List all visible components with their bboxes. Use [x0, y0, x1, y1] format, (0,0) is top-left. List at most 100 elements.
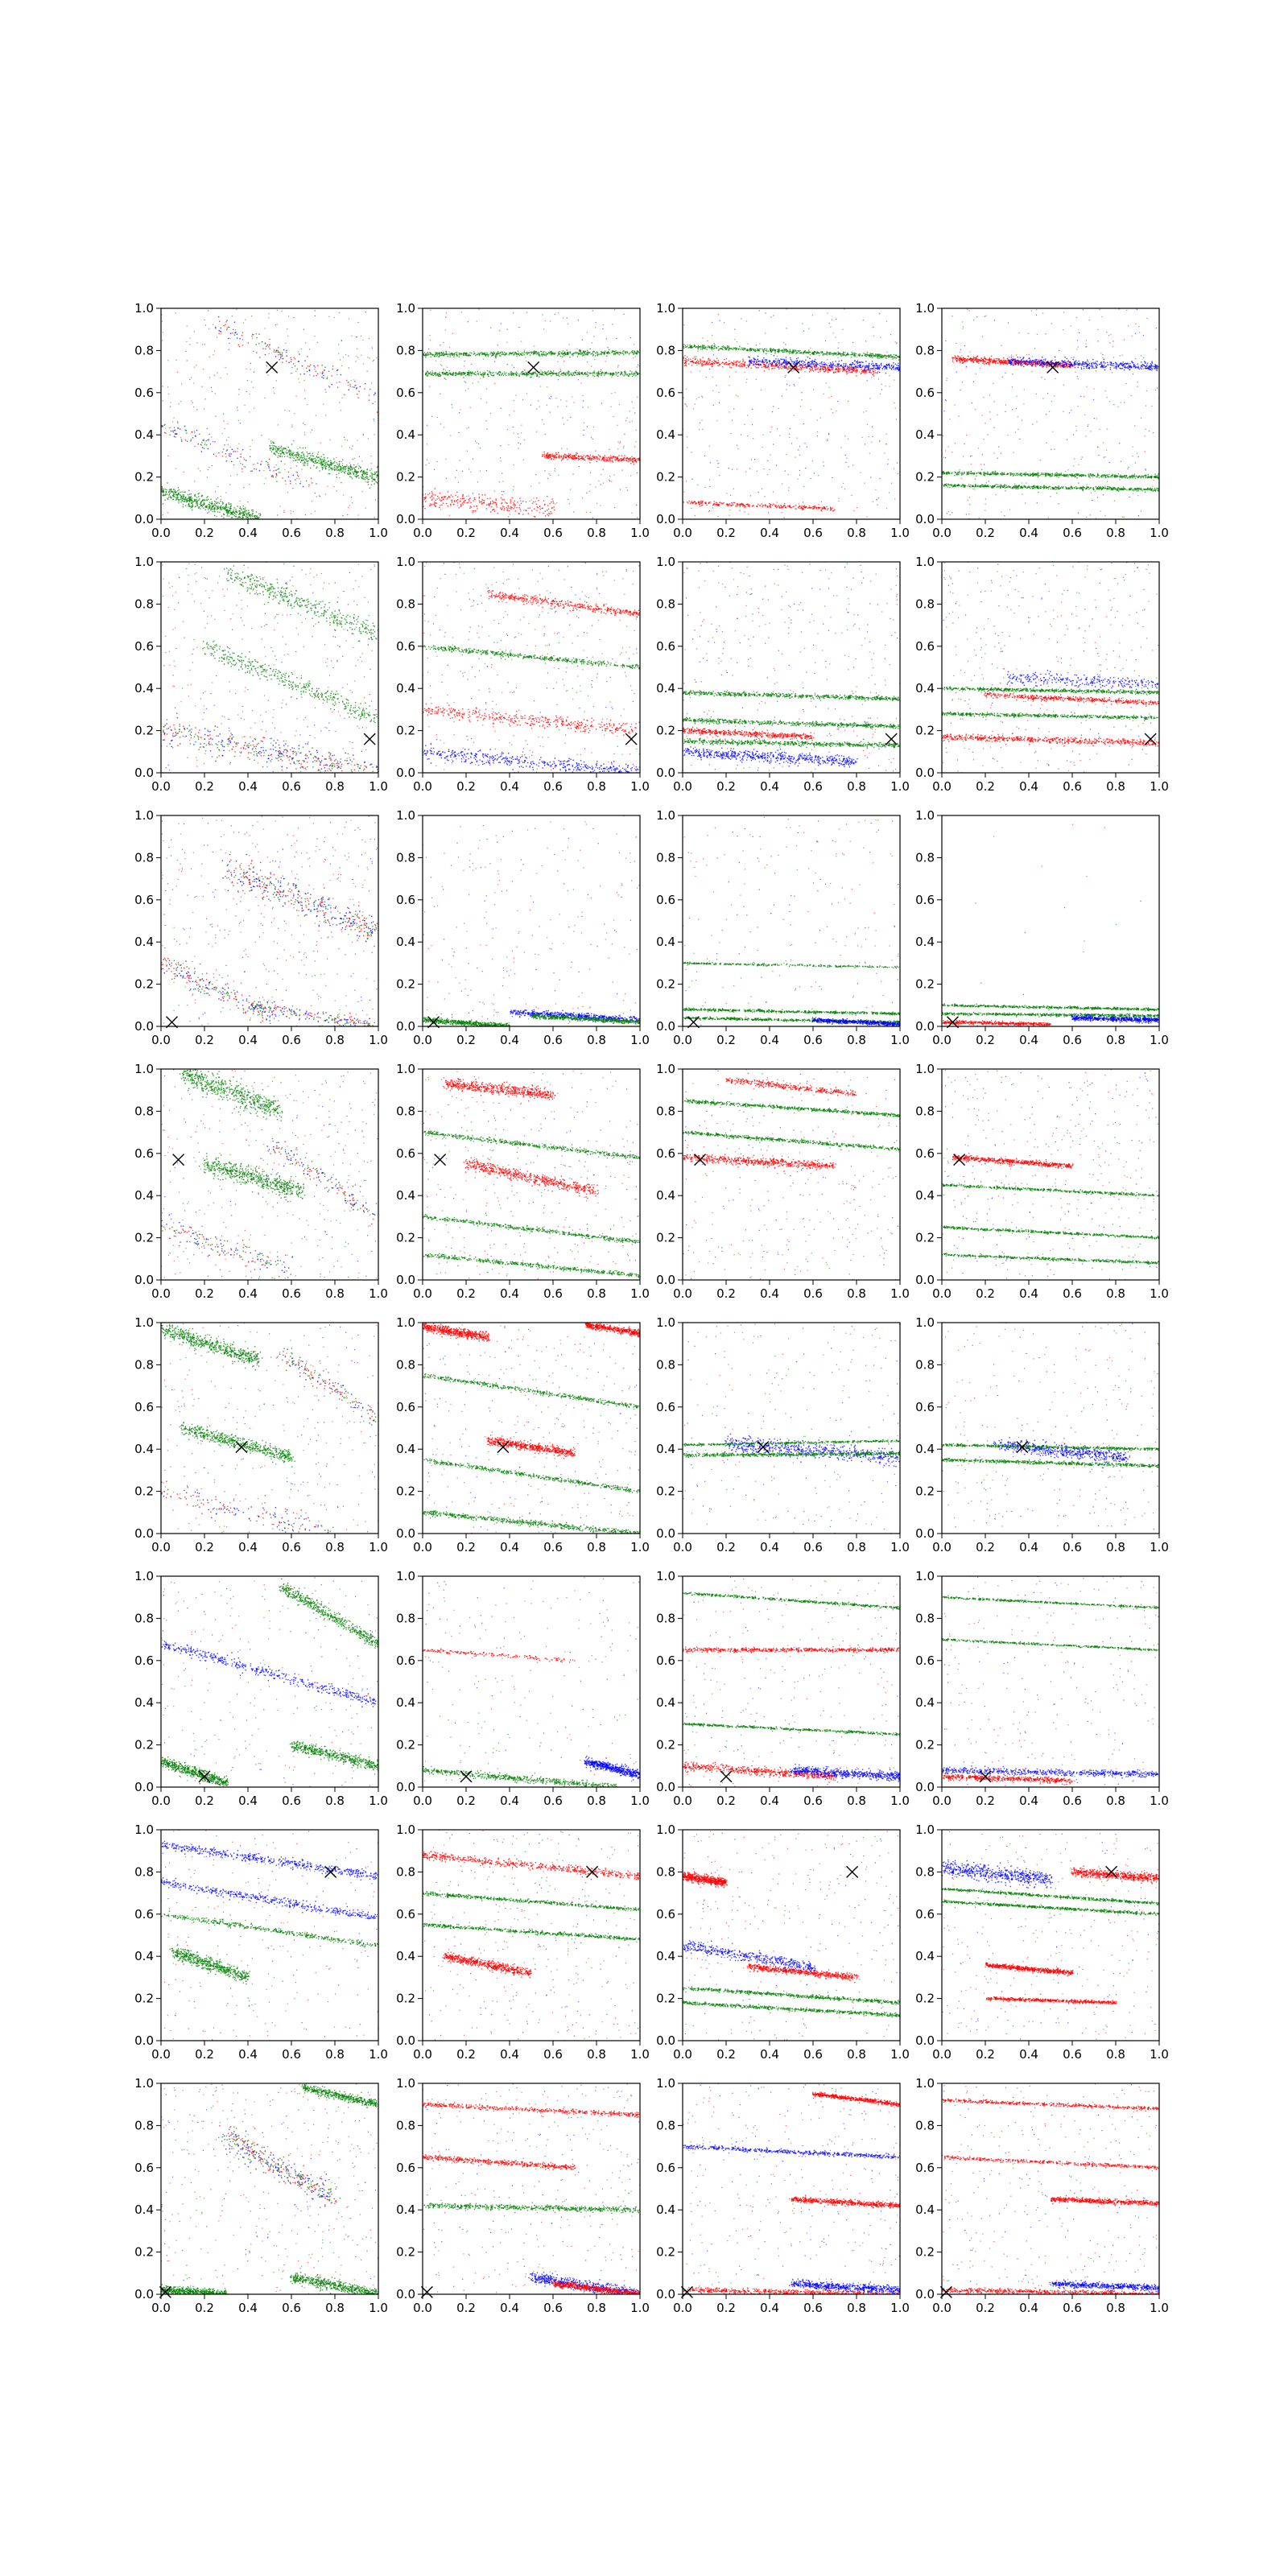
scatter-point — [506, 503, 507, 504]
scatter-point — [630, 460, 631, 461]
scatter-point — [633, 354, 634, 355]
scatter-point — [624, 434, 625, 435]
scatter-point — [703, 361, 704, 362]
scatter-point — [196, 504, 197, 505]
scatter-point — [558, 312, 559, 313]
scatter-point — [620, 489, 621, 490]
scatter-point — [537, 507, 538, 508]
scatter-point — [177, 490, 178, 491]
scatter-point — [718, 346, 719, 347]
scatter-point — [748, 344, 749, 345]
scatter-point — [328, 316, 329, 317]
scatter-point — [851, 354, 852, 355]
scatter-point — [212, 504, 213, 505]
scatter-point — [835, 369, 836, 370]
scatter-point — [864, 483, 865, 484]
scatter-point — [181, 439, 182, 440]
scatter-point — [782, 352, 783, 353]
scatter-point — [714, 360, 715, 361]
scatter-point — [834, 353, 835, 354]
scatter-point — [628, 461, 629, 462]
scatter-point — [490, 372, 491, 373]
scatter-point — [172, 491, 173, 492]
scatter-point — [327, 457, 328, 458]
scatter-point — [261, 461, 262, 462]
scatter-point — [612, 458, 613, 459]
scatter-point — [356, 356, 357, 357]
scatter-point — [742, 366, 743, 367]
scatter-point — [513, 374, 514, 375]
scatter-point — [780, 350, 781, 351]
scatter-point — [430, 503, 431, 504]
scatter-point — [767, 460, 768, 461]
scatter-point — [595, 355, 596, 356]
scatter-point — [319, 463, 320, 464]
scatter-point — [486, 508, 487, 509]
scatter-point — [692, 479, 693, 480]
scatter-point — [289, 449, 290, 450]
scatter-point — [814, 354, 815, 355]
scatter-point — [465, 390, 466, 391]
scatter-point — [434, 356, 435, 357]
scatter-point — [596, 456, 597, 457]
scatter-point — [732, 420, 733, 421]
scatter-point — [726, 364, 727, 365]
scatter-point — [342, 459, 343, 460]
scatter-point — [553, 370, 554, 371]
scatter-point — [576, 352, 577, 353]
scatter-point — [340, 466, 341, 467]
scatter-point — [326, 462, 327, 463]
scatter-point — [896, 343, 897, 344]
scatter-point — [784, 349, 785, 350]
scatter-point — [178, 501, 179, 502]
scatter-point — [449, 347, 450, 348]
scatter-point — [264, 483, 265, 484]
scatter-point — [283, 510, 284, 511]
scatter-point — [773, 492, 774, 493]
scatter-point — [699, 397, 700, 398]
scatter-point — [878, 497, 879, 498]
scatter-point — [527, 370, 528, 371]
scatter-point — [297, 452, 298, 453]
scatter-point — [434, 469, 435, 470]
scatter-point — [337, 387, 338, 388]
scatter-point — [516, 354, 517, 355]
scatter-point — [206, 440, 207, 441]
scatter-point — [429, 335, 430, 336]
x-tick-label: 1.0 — [630, 526, 650, 540]
scatter-point — [297, 475, 298, 476]
scatter-point — [348, 466, 349, 467]
scatter-point — [545, 372, 546, 373]
scatter-point — [311, 459, 312, 460]
scatter-point — [351, 466, 352, 467]
scatter-point — [888, 355, 889, 356]
scatter-point — [330, 462, 331, 463]
scatter-point — [502, 353, 503, 354]
scatter-point — [364, 473, 365, 474]
scatter-point — [572, 373, 573, 374]
scatter-point — [307, 356, 308, 357]
scatter-point — [227, 509, 228, 510]
scatter-point — [165, 433, 166, 434]
scatter-point — [220, 331, 221, 332]
scatter-point — [558, 379, 559, 380]
scatter-point — [230, 333, 231, 334]
scatter-point — [373, 403, 374, 404]
scatter-point — [447, 367, 448, 368]
scatter-point — [718, 463, 719, 464]
scatter-point — [242, 515, 243, 516]
scatter-point — [446, 353, 447, 354]
scatter-panel-r1-c3: 0.0 0.2 0.4 0.6 0.8 1.00.00.20.40.60.81.0 — [656, 301, 910, 540]
scatter-point — [173, 496, 174, 497]
scatter-point — [322, 468, 323, 469]
scatter-point — [163, 494, 164, 495]
scatter-point — [429, 352, 430, 353]
scatter-point — [789, 385, 790, 386]
scatter-point — [278, 455, 279, 456]
scatter-point — [452, 333, 453, 334]
scatter-point — [315, 461, 316, 462]
scatter-point — [489, 497, 490, 498]
scatter-point — [226, 506, 227, 507]
scatter-point — [435, 352, 436, 353]
scatter-point — [591, 366, 592, 367]
